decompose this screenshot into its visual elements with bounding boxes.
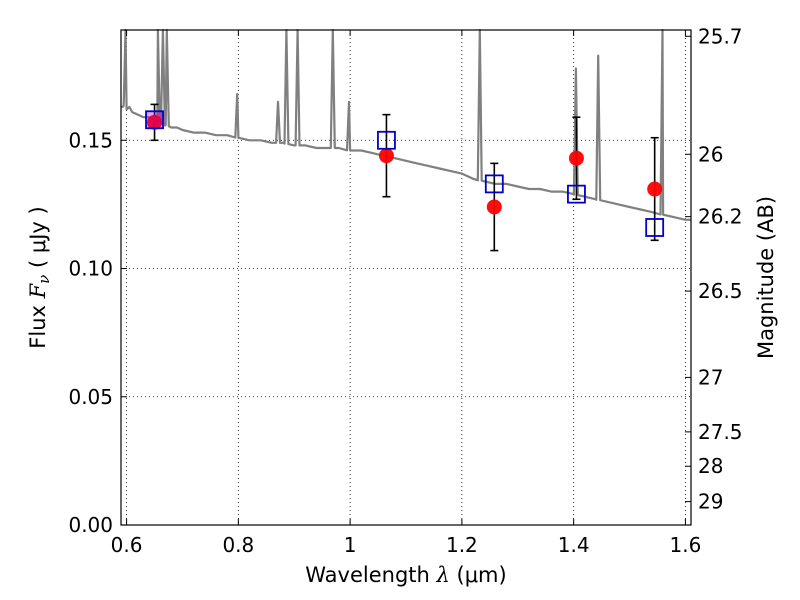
spectrum-line (120, 28, 691, 221)
observed-point (486, 199, 502, 215)
model-point (484, 174, 504, 194)
right-tick-label: 27 (698, 365, 723, 389)
x-tick-label: 1.4 (558, 533, 590, 557)
grid-lines (121, 30, 691, 525)
x-tick-label: 1.2 (446, 533, 478, 557)
axis-ticks: 0.6 0.8 1 1.2 1.4 1.6 0.00 0.05 0.10 0.15 25.7 26 26… (68, 24, 742, 557)
plot-frame (120, 29, 692, 526)
right-tick-label: 25.7 (698, 24, 743, 48)
x-axis-label: Wavelength λ (μm) (305, 563, 506, 587)
observed-point (647, 181, 663, 197)
model-point (645, 218, 665, 237)
right-tick-label: 26.2 (698, 205, 743, 229)
observed-point (568, 150, 584, 166)
y-axis-label: Flux Fν ( μJy ) (26, 206, 53, 348)
right-axis-label: Magnitude (AB) (754, 196, 778, 359)
model-point (377, 130, 396, 150)
observed-point (378, 148, 394, 164)
right-tick-label: 26 (698, 142, 723, 166)
model-point (567, 184, 586, 204)
data-markers (145, 110, 665, 237)
y-tick-label: 0.05 (68, 385, 113, 409)
x-tick-label: 0.6 (111, 533, 143, 557)
right-tick-label: 27.5 (698, 420, 743, 444)
model-point (145, 110, 164, 130)
observed-point (147, 114, 163, 130)
x-tick-label: 1 (344, 533, 357, 557)
right-tick-label: 28 (698, 454, 723, 478)
y-tick-label: 0.10 (68, 257, 113, 281)
right-tick-label: 26.5 (698, 279, 743, 303)
model-spectrum (120, 28, 691, 221)
x-tick-label: 0.8 (222, 533, 254, 557)
x-tick-label: 1.6 (670, 533, 702, 557)
y-tick-label: 0.15 (68, 128, 113, 152)
error-bars (150, 103, 659, 252)
y-tick-label: 0.00 (68, 513, 113, 537)
right-tick-label: 29 (698, 490, 723, 514)
